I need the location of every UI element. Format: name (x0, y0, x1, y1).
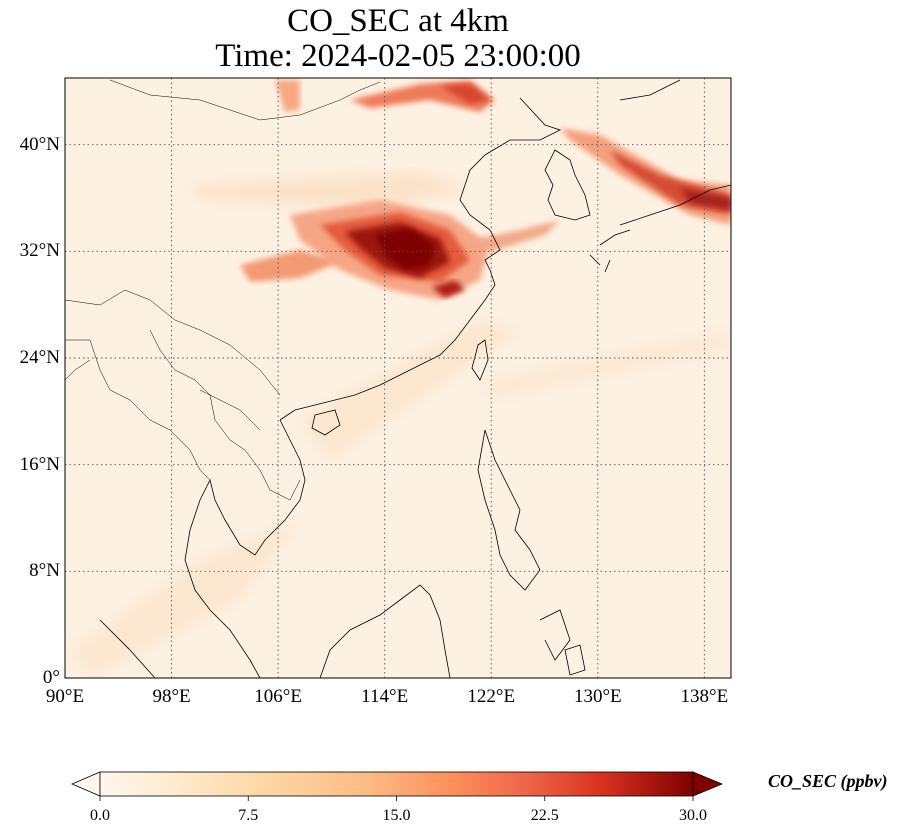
colorbar-tick-label: 22.5 (530, 807, 559, 824)
plume-northeast-arm (470, 220, 560, 252)
sumatra-coast (99, 619, 156, 678)
colorbar-label: CO_SEC (ppbv) (768, 771, 888, 791)
map-frame (64, 77, 732, 679)
lon-tick-label: 122°E (467, 686, 516, 707)
map-title: CO_SEC at 4km Time: 2024-02-05 23:00:00 (65, 4, 731, 74)
plume-west (240, 250, 340, 282)
lon-tick-label: 138°E (680, 686, 729, 707)
colorbar (70, 771, 724, 801)
philippines-coast (477, 429, 541, 591)
plume-faint-southwest (70, 520, 300, 678)
korea-coast (544, 149, 591, 221)
plume-north-core (440, 84, 490, 104)
lon-tick-label: 98°E (152, 686, 191, 707)
plume-faint-band (190, 170, 470, 210)
lat-tick-label: 0° (42, 667, 60, 688)
lon-tick-label: 130°E (573, 686, 622, 707)
plume-southeast-blob (432, 280, 465, 298)
plume-faint-south (300, 320, 520, 460)
title-time: Time: 2024-02-05 23:00:00 (215, 38, 581, 74)
mongolia-border (109, 79, 381, 121)
lat-tick-label: 40°N (19, 133, 60, 155)
hainan-coast (311, 409, 341, 436)
lon-tick-label: 90°E (45, 686, 85, 707)
colorbar-body (99, 771, 694, 797)
japan-north (619, 79, 681, 101)
concentration-field (70, 80, 731, 678)
indochina-coast (184, 419, 306, 678)
colorbar-tick-label: 15.0 (382, 807, 411, 824)
japan-coast (589, 184, 731, 273)
plume-central-max (375, 228, 435, 270)
china-coast (279, 97, 562, 421)
colorbar-tick-label: 30.0 (679, 807, 707, 824)
lat-tick-label: 16°N (19, 453, 60, 475)
plume-faint-east (480, 330, 731, 400)
colorbar-extend-high (692, 771, 724, 797)
coastlines (65, 79, 731, 678)
gridlines (65, 78, 731, 678)
colorbar-tick-marks (99, 796, 694, 801)
lat-tick-label: 24°N (19, 347, 60, 368)
colorbar-extend-low (70, 771, 101, 797)
lon-tick-label: 114°E (361, 686, 409, 707)
country-borders (65, 289, 301, 501)
lat-tick-label: 32°N (19, 240, 60, 262)
title-variable: CO_SEC at 4km (287, 3, 509, 39)
borneo-coast (319, 584, 451, 678)
colorbar-tick-label: 0.0 (90, 807, 110, 824)
newguinea-coast (564, 644, 586, 676)
taiwan-coast (471, 339, 489, 381)
lon-tick-label: 106°E (254, 686, 302, 707)
sulawesi-coast (539, 609, 571, 661)
plume-japan-center (680, 188, 731, 210)
colorbar-tick-label: 7.5 (238, 807, 259, 824)
plume-north (275, 80, 300, 112)
lat-tick-label: 8°N (29, 560, 60, 582)
